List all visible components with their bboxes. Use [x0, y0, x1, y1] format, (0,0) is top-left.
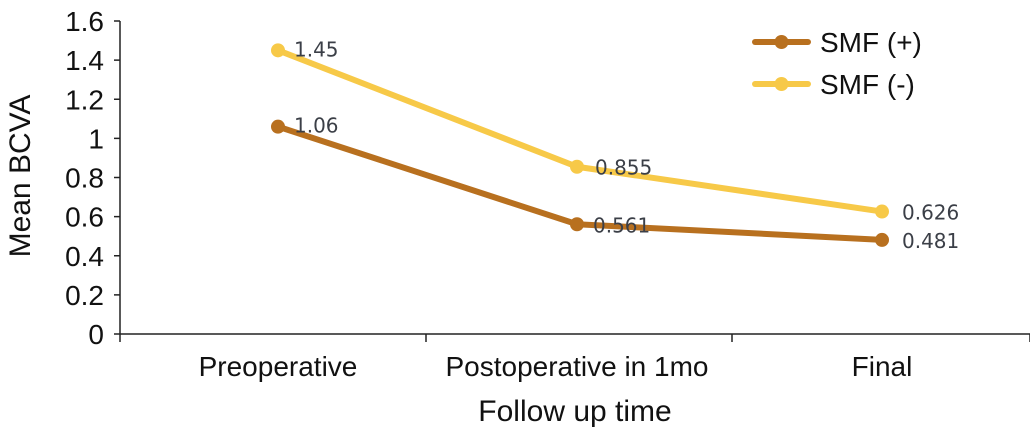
data-point	[271, 43, 285, 58]
y-tick-label: 0	[88, 319, 104, 350]
y-tick-label: 1	[88, 123, 104, 154]
x-tick-label: Postoperative in 1mo	[445, 351, 708, 382]
y-tick-label: 1.2	[65, 84, 104, 115]
legend-label: SMF (+)	[820, 27, 922, 58]
data-point	[875, 204, 889, 219]
legend-swatch-marker	[774, 77, 789, 91]
legend: SMF (+) SMF (-)	[752, 27, 922, 100]
y-axis-title: Mean BCVA	[4, 95, 37, 258]
data-label: 1.06	[294, 114, 339, 138]
axes: 0 0.2 0.4 0.6 0.8 1 1.2 1.4 1.6 Preoperative Posto…	[65, 6, 1030, 382]
data-labels: 1.06 0.561 0.481 1.45 0.855 0.626	[294, 37, 959, 253]
data-point	[570, 217, 584, 232]
legend-label: SMF (-)	[820, 69, 915, 100]
y-tick-label: 0.8	[65, 163, 104, 194]
y-tick-label: 1.6	[65, 6, 104, 37]
series-layer	[271, 43, 889, 247]
x-tick-label: Preoperative	[199, 351, 358, 382]
x-axis-title: Follow up time	[478, 395, 671, 428]
data-point	[570, 159, 584, 174]
y-tick-label: 0.2	[65, 280, 104, 311]
data-label: 0.626	[902, 201, 959, 225]
series-line	[275, 47, 885, 215]
x-tick-label: Final	[852, 351, 913, 382]
data-point	[271, 119, 285, 134]
y-tick-label: 0.4	[65, 241, 104, 272]
data-label: 1.45	[294, 37, 339, 61]
data-label: 0.855	[595, 156, 652, 180]
legend-swatch-marker	[774, 35, 789, 49]
y-tick-label: 0.6	[65, 202, 104, 233]
data-label: 0.561	[593, 213, 650, 237]
data-point	[875, 232, 889, 247]
data-label: 0.481	[902, 229, 959, 253]
y-tick-label: 1.4	[65, 45, 104, 76]
